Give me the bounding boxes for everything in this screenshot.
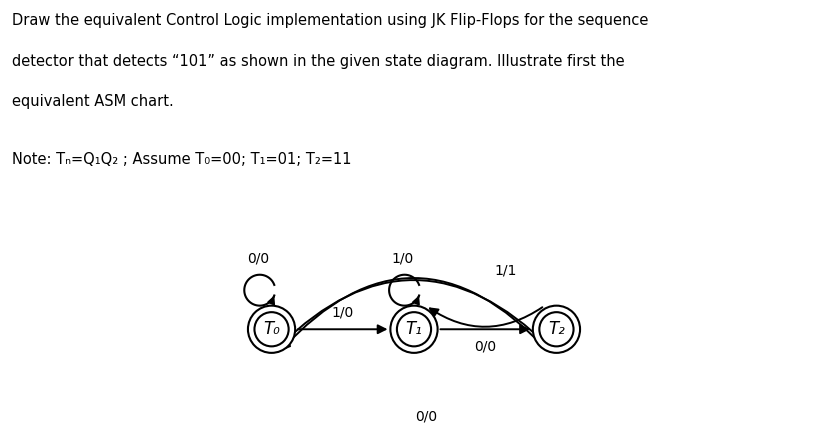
Text: 1/0: 1/0 bbox=[332, 305, 353, 319]
Text: 0/0: 0/0 bbox=[474, 339, 495, 353]
Text: 0/0: 0/0 bbox=[246, 252, 269, 266]
Circle shape bbox=[247, 306, 294, 353]
Circle shape bbox=[390, 306, 437, 353]
Text: Note: Tₙ=Q₁Q₂ ; Assume T₀=00; T₁=01; T₂=11: Note: Tₙ=Q₁Q₂ ; Assume T₀=00; T₁=01; T₂=… bbox=[12, 152, 351, 167]
Text: T₂: T₂ bbox=[547, 320, 564, 338]
Text: T₁: T₁ bbox=[405, 320, 422, 338]
Text: detector that detects “101” as shown in the given state diagram. Illustrate firs: detector that detects “101” as shown in … bbox=[12, 54, 624, 69]
Text: equivalent ASM chart.: equivalent ASM chart. bbox=[12, 94, 174, 109]
Circle shape bbox=[533, 306, 580, 353]
Text: 1/0: 1/0 bbox=[391, 252, 414, 266]
Text: 0/0: 0/0 bbox=[414, 410, 437, 424]
Text: 1/1: 1/1 bbox=[494, 263, 516, 277]
Text: T₀: T₀ bbox=[263, 320, 280, 338]
Text: Draw the equivalent Control Logic implementation using JK Flip-Flops for the seq: Draw the equivalent Control Logic implem… bbox=[12, 13, 648, 29]
